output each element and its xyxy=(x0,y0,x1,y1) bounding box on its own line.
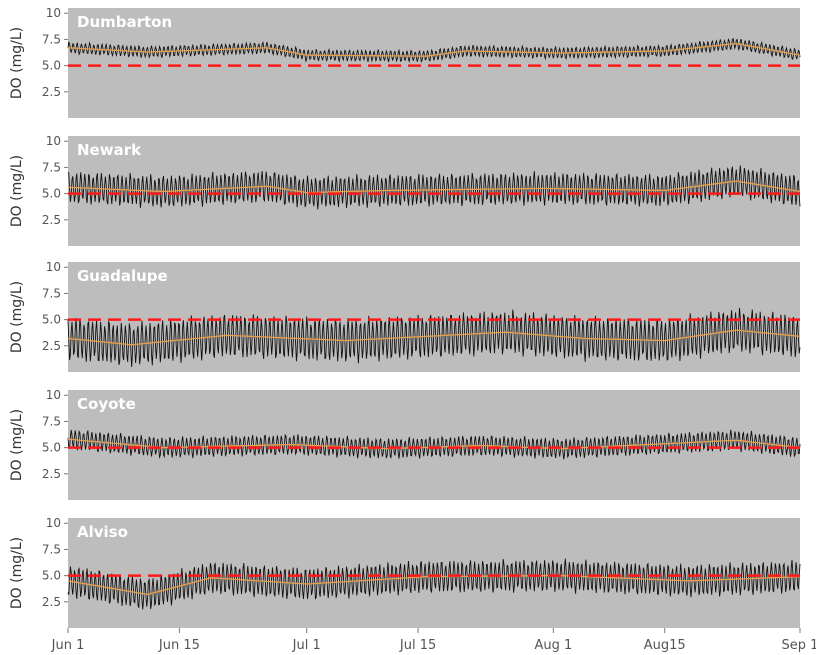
smoothed-do-series xyxy=(67,42,801,57)
panel-coyote: 2.5 5.0 7.5 10 DO (mg/L) Coyote xyxy=(9,388,801,500)
y-tick-label: 10 xyxy=(46,260,61,274)
x-tick-label: Jul 15 xyxy=(399,638,436,653)
y-tick-label: 2.5 xyxy=(42,213,61,227)
raw-do-series xyxy=(67,429,801,460)
panel-title: Newark xyxy=(77,141,142,159)
y-tick-label: 10 xyxy=(46,388,61,402)
y-tick-label: 7.5 xyxy=(42,414,61,428)
panel-guadalupe: 2.5 5.0 7.5 10 DO (mg/L) Guadalupe xyxy=(9,260,801,372)
smoothed-do-series xyxy=(67,329,801,346)
y-tick-label: 2.5 xyxy=(42,339,61,353)
y-tick-label: 7.5 xyxy=(42,160,61,174)
y-tick-label: 10 xyxy=(46,134,61,148)
y-tick-label: 5.0 xyxy=(42,59,61,73)
x-tick-label: Jun 1 xyxy=(51,638,85,653)
raw-do-series xyxy=(67,37,801,63)
y-axis-label: DO (mg/L) xyxy=(9,281,25,353)
y-tick-label: 10 xyxy=(46,516,61,530)
y-tick-label: 7.5 xyxy=(42,542,61,556)
x-tick-label: Jun 15 xyxy=(158,638,200,653)
smoothed-do-series xyxy=(67,180,801,194)
x-tick-label: Sep 1 xyxy=(782,638,816,653)
y-tick-label: 7.5 xyxy=(42,286,61,300)
panel-title: Guadalupe xyxy=(77,267,168,285)
panel-alviso: 2.5 5.0 7.5 10 DO (mg/L) Alviso xyxy=(9,516,801,628)
y-tick-label: 5.0 xyxy=(42,313,61,327)
panel-title: Dumbarton xyxy=(77,13,172,31)
y-tick-label: 2.5 xyxy=(42,595,61,609)
panel-title: Alviso xyxy=(77,523,128,541)
raw-do-series xyxy=(67,558,801,610)
y-axis-label: DO (mg/L) xyxy=(9,537,25,609)
y-tick-label: 5.0 xyxy=(42,569,61,583)
panel-background xyxy=(68,262,800,372)
y-axis-label: DO (mg/L) xyxy=(9,409,25,481)
raw-do-series xyxy=(67,165,801,210)
y-tick-label: 2.5 xyxy=(42,85,61,99)
y-tick-label: 2.5 xyxy=(42,467,61,481)
panel-newark: 2.5 5.0 7.5 10 DO (mg/L) Newark xyxy=(9,134,801,246)
panel-title: Coyote xyxy=(77,395,136,413)
y-tick-label: 7.5 xyxy=(42,32,61,46)
x-tick-label: Jul 1 xyxy=(292,638,321,653)
panel-background xyxy=(68,8,800,118)
y-axis-label: DO (mg/L) xyxy=(9,155,25,227)
y-axis-label: DO (mg/L) xyxy=(9,27,25,99)
y-tick-label: 5.0 xyxy=(42,187,61,201)
x-tick-label: Aug15 xyxy=(644,638,686,653)
x-tick-label: Aug 1 xyxy=(534,638,572,653)
y-tick-label: 10 xyxy=(46,6,61,20)
panel-dumbarton: 2.5 5.0 7.5 10 DO (mg/L) Dumbarton xyxy=(9,6,801,118)
y-tick-label: 5.0 xyxy=(42,441,61,455)
x-axis: Jun 1 Jun 15 Jul 1 Jul 15 Aug 1 Aug15 Sep 1 xyxy=(51,628,816,653)
